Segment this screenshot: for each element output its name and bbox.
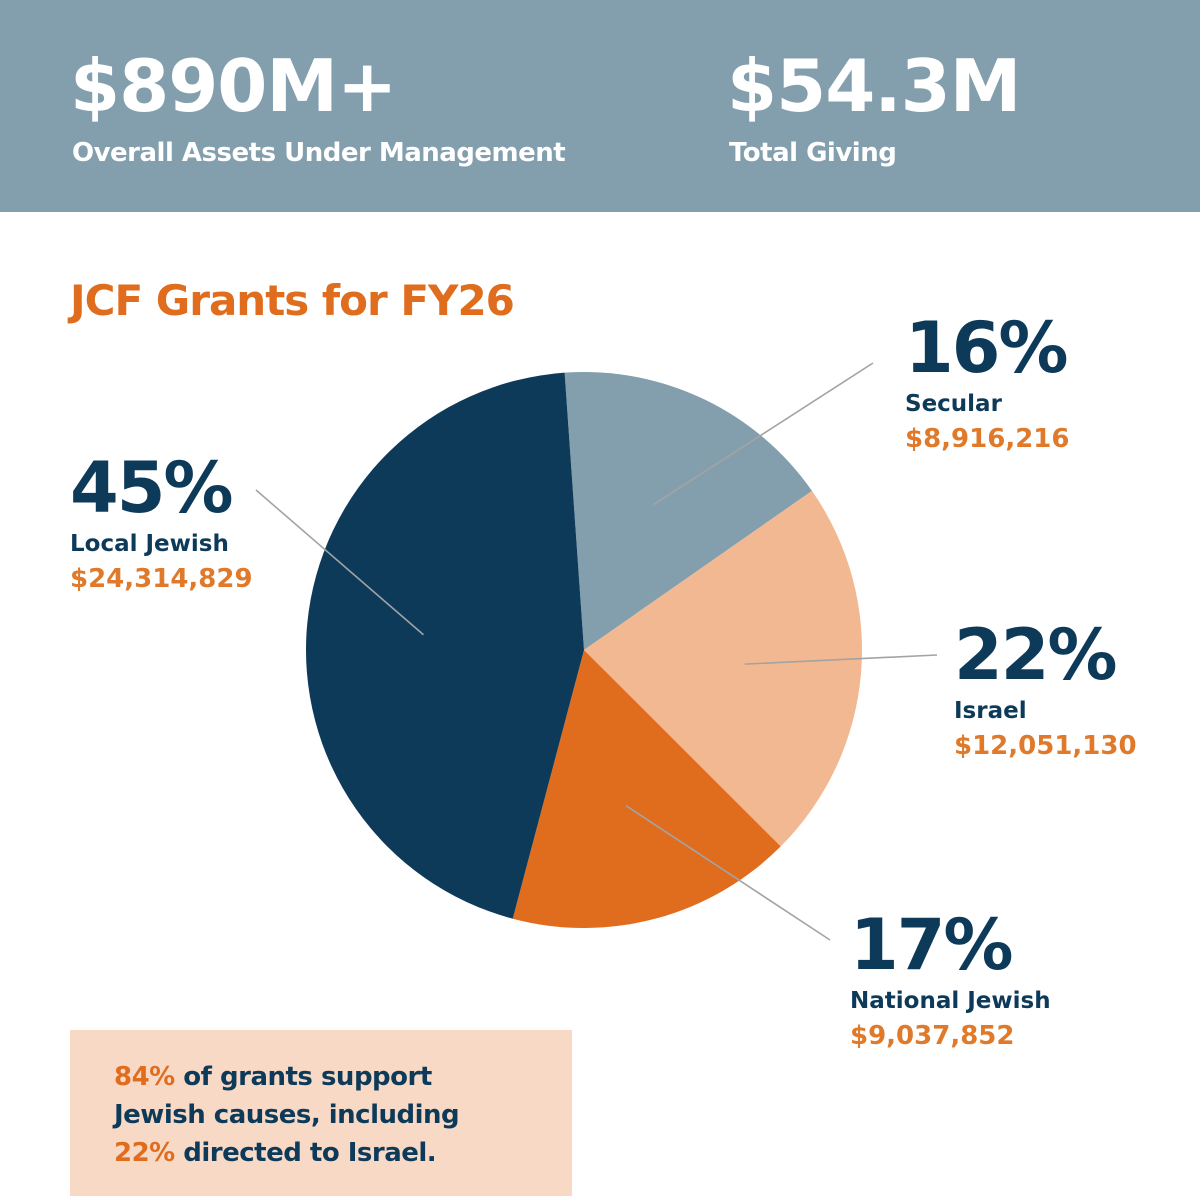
note-accent-22: 22% [114, 1138, 175, 1168]
leader-line-secular [653, 362, 874, 506]
slice-name-label: Israel [954, 698, 1027, 724]
leader-line-national-jewish [625, 805, 831, 941]
slice-amount-label: $12,051,130 [954, 731, 1137, 761]
slice-name-label: Local Jewish [70, 531, 229, 557]
giving-label: Total Giving [729, 138, 897, 168]
pie-slice-israel [584, 490, 863, 847]
leader-line-local-jewish [255, 489, 425, 636]
slice-name-label: National Jewish [850, 988, 1051, 1014]
callout-israel: 22% Israel $12,051,130 [954, 620, 1137, 759]
callout-secular: 16% Secular $8,916,216 [905, 313, 1069, 452]
summary-note: 84% of grants support Jewish causes, inc… [70, 1030, 572, 1196]
pie-slice-national-jewish [512, 650, 781, 929]
leader-line-israel [744, 654, 938, 665]
pie-slice-local-jewish [305, 372, 584, 919]
slice-percent-label: 45% [70, 447, 234, 529]
slice-amount-label: $24,314,829 [70, 564, 253, 594]
note-line1: of grants support [174, 1062, 432, 1092]
stats-banner: $890M+ Overall Assets Under Management $… [0, 0, 1200, 212]
slice-amount-label: $8,916,216 [905, 424, 1070, 454]
giving-value: $54.3M [727, 44, 1021, 128]
callout-national-jewish: 17% National Jewish $9,037,852 [850, 910, 1051, 1049]
slice-amount-label: $9,037,852 [850, 1021, 1015, 1051]
slice-percent-label: 16% [905, 307, 1069, 389]
assets-label: Overall Assets Under Management [72, 138, 566, 168]
assets-value: $890M+ [70, 44, 397, 128]
note-line3: directed to Israel. [174, 1138, 437, 1168]
slice-name-label: Secular [905, 391, 1002, 417]
slice-percent-label: 22% [954, 614, 1118, 696]
callout-local-jewish: 45% Local Jewish $24,314,829 [70, 453, 253, 592]
note-accent-84: 84% [114, 1062, 175, 1092]
note-line2: Jewish causes, including [114, 1100, 460, 1130]
chart-title: JCF Grants for FY26 [70, 276, 515, 325]
slice-percent-label: 17% [850, 904, 1014, 986]
summary-note-text: 84% of grants support Jewish causes, inc… [114, 1058, 554, 1172]
